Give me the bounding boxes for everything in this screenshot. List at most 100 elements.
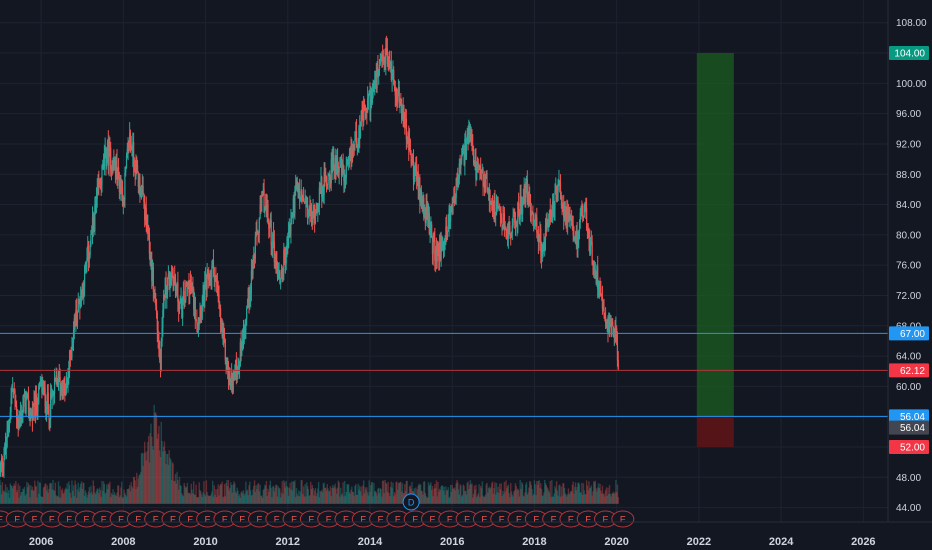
candle-body — [242, 330, 244, 350]
volume-bar — [449, 484, 452, 504]
volume-bar — [56, 496, 58, 504]
horizontal-lines[interactable] — [0, 332, 888, 417]
volume-bar — [513, 491, 515, 504]
volume-bar — [419, 484, 421, 504]
volume-bar — [580, 493, 582, 504]
volume-bar — [10, 485, 12, 504]
candle-body — [493, 196, 495, 211]
candle-body — [208, 280, 211, 282]
candle-body — [177, 282, 179, 302]
volume-bar — [395, 482, 397, 504]
candle-body — [42, 387, 44, 393]
volume-bar — [502, 490, 504, 504]
candle-body — [487, 189, 489, 193]
candle-body — [287, 238, 289, 248]
volume-bar — [439, 489, 442, 504]
volume-bar — [120, 487, 122, 504]
candle-body — [553, 209, 555, 216]
volume-bar — [306, 486, 309, 504]
time-axis[interactable]: 2006 2008 2010 2012 2014 2016 2018 2020 2022 2024… — [0, 521, 932, 548]
volume-bar — [124, 492, 126, 504]
candle-body — [87, 245, 90, 261]
earnings-marker[interactable] — [611, 510, 635, 528]
candle-body — [450, 206, 452, 222]
volume-bar — [222, 497, 224, 504]
volume-bar — [37, 480, 39, 504]
volume-bar — [508, 493, 510, 504]
long-position-box[interactable] — [696, 53, 734, 447]
candle-body — [331, 159, 333, 171]
volume-bar — [451, 484, 453, 504]
candle-body — [337, 165, 339, 173]
candle-body — [558, 180, 560, 182]
candle-body — [382, 54, 384, 62]
candle-body — [142, 185, 144, 195]
volume-bar — [201, 496, 204, 504]
volume-bar — [506, 488, 508, 504]
candle-body — [150, 259, 152, 265]
volume-bar — [238, 494, 241, 504]
candle-body — [469, 126, 471, 138]
candle-body — [452, 202, 454, 215]
candle-body — [413, 171, 415, 180]
volume-bar — [159, 450, 161, 504]
candle-body — [491, 201, 493, 206]
candle-body — [318, 187, 321, 207]
candle-body — [332, 154, 334, 171]
volume-bar — [142, 465, 144, 504]
candle-body — [156, 313, 158, 331]
candle-body — [379, 58, 381, 65]
candle-body — [423, 216, 426, 218]
earnings-marker-label: E — [620, 515, 626, 525]
candle-body — [144, 201, 146, 220]
volume-bar — [129, 491, 132, 504]
candle-body — [71, 347, 73, 359]
candle-body — [569, 213, 571, 221]
candle-body — [133, 142, 135, 166]
volume-bar — [117, 485, 119, 504]
volume-bar — [41, 497, 44, 504]
candle-body — [524, 184, 526, 198]
position-target-zone[interactable] — [696, 53, 734, 417]
dividend-marker[interactable] — [402, 493, 420, 511]
candle-body — [218, 293, 220, 309]
candle-body — [448, 208, 450, 226]
candle-body — [369, 91, 371, 111]
candle-body — [436, 248, 438, 263]
volume-bar — [611, 493, 613, 504]
volume-bar — [136, 472, 138, 504]
volume-bar — [232, 484, 234, 504]
candle-body — [458, 163, 460, 179]
candle-body — [408, 139, 411, 151]
candle-body — [480, 168, 482, 180]
volume-bar — [245, 490, 248, 504]
candle-body — [44, 387, 46, 407]
volume-bar — [342, 482, 344, 504]
volume-bar — [599, 483, 601, 504]
candle-body — [284, 253, 287, 264]
candle-body — [61, 390, 64, 399]
candle-body — [341, 163, 343, 176]
volume-bar — [218, 495, 220, 504]
volume-bar — [577, 482, 579, 504]
candle-body — [220, 321, 222, 323]
candle-body — [557, 180, 559, 191]
candle-body — [226, 358, 228, 366]
candle-body — [59, 377, 61, 391]
volume-bar — [498, 483, 501, 504]
candle-body — [2, 467, 4, 469]
volume-bar — [493, 488, 495, 504]
volume-bar — [109, 497, 112, 504]
volume-bar — [126, 488, 128, 504]
candle-body — [397, 87, 400, 96]
candle-body — [322, 194, 324, 196]
candle-body — [106, 155, 108, 167]
event-markers[interactable]: EEEEEEEEEEEEEEEEEEEEEEEEEEEEEEEEEEEEED — [0, 493, 635, 528]
volume-bar — [589, 488, 591, 504]
volume-bar — [391, 487, 393, 504]
earnings-marker-label: E — [153, 515, 159, 525]
candle-body — [55, 375, 57, 382]
position-stop-zone[interactable] — [696, 416, 734, 447]
time-tick-label: 2018 — [522, 536, 546, 548]
